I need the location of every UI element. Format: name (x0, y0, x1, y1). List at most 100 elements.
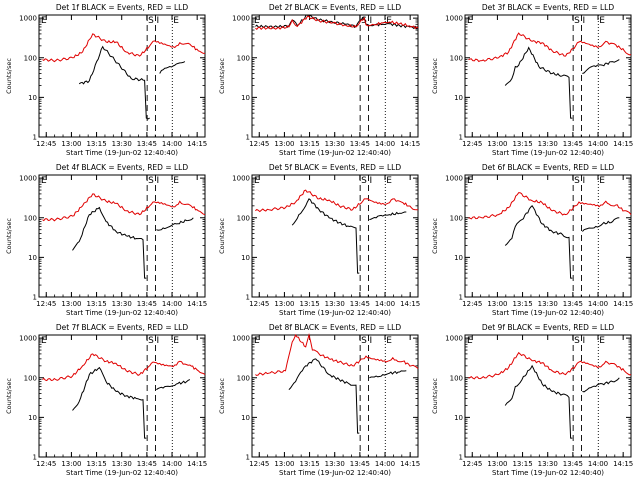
x-tick-label: 13:45 (350, 300, 370, 308)
y-tick-label: 1000 (19, 15, 37, 23)
x-tick-label: 13:15 (86, 300, 106, 308)
x-tick-label: 13:00 (61, 300, 81, 308)
x-tick-label: 14:15 (187, 460, 207, 468)
x-tick-label: 13:30 (325, 300, 345, 308)
marker-label-s: S (148, 336, 154, 346)
plot-frame (464, 334, 632, 458)
panel-2: Det 2f BLACK = Events, RED = LLD 1 10 100 10… (218, 3, 420, 157)
y-tick-label: 10 (454, 94, 463, 102)
x-tick-label: 13:45 (350, 460, 370, 468)
x-tick-label: 13:30 (538, 140, 558, 148)
series-lld-line (42, 33, 206, 63)
x-tick-label: 12:45 (36, 140, 56, 148)
y-axis-label: Counts/sec (431, 58, 439, 94)
y-tick-label: 1 (33, 454, 37, 462)
x-tick-label: 13:30 (538, 460, 558, 468)
marker-label-s: S (574, 16, 580, 26)
x-tick-label: 13:15 (512, 140, 532, 148)
marker-label-e: E (467, 16, 473, 26)
x-tick-label: 13:45 (563, 140, 583, 148)
x-tick-label: 13:00 (487, 460, 507, 468)
marker-label-s: S (361, 176, 367, 186)
x-tick-label: 14:15 (400, 460, 420, 468)
y-tick-label: 1000 (445, 175, 463, 183)
marker-label-i: I (583, 176, 586, 186)
x-tick-label: 12:45 (249, 300, 269, 308)
y-tick-label: 100 (237, 214, 250, 222)
x-axis-label: Start Time (19-Jun-02 12:40:40) (492, 469, 604, 477)
x-tick-label: 13:30 (538, 300, 558, 308)
series-events-line (504, 46, 620, 119)
y-tick-label: 100 (24, 374, 37, 382)
x-tick-label: 14:00 (375, 140, 395, 148)
series-events-line (78, 45, 186, 120)
x-tick-label: 13:45 (137, 460, 157, 468)
series-lld-line (468, 351, 632, 380)
marker-label-s: S (574, 336, 580, 346)
marker-label-e: E (254, 176, 260, 186)
series-events-line (72, 206, 194, 279)
plot-frame (38, 334, 206, 458)
y-tick-label: 1000 (232, 15, 250, 23)
x-tick-label: 14:15 (613, 300, 633, 308)
marker-label-e: E (386, 336, 392, 346)
x-tick-label: 12:45 (462, 300, 482, 308)
series-events-line (504, 364, 620, 439)
y-tick-label: 10 (28, 254, 37, 262)
x-axis-label: Start Time (19-Jun-02 12:40:40) (66, 309, 178, 317)
y-tick-label: 1 (246, 294, 250, 302)
panel-title: Det 5f BLACK = Events, RED = LLD (269, 163, 402, 172)
series-events-line (72, 366, 191, 439)
x-tick-label: 12:45 (462, 140, 482, 148)
panel-5: Det 5f BLACK = Events, RED = LLD 1 10 100 10… (218, 163, 420, 317)
y-tick-label: 1 (33, 294, 37, 302)
series-events-line (291, 198, 407, 274)
marker-label-i: I (157, 176, 160, 186)
y-axis-label: Counts/sec (218, 58, 226, 94)
x-tick-label: 14:15 (187, 300, 207, 308)
panel-7: Det 7f BLACK = Events, RED = LLD 1 10 100 10… (5, 323, 207, 477)
panel-title: Det 1f BLACK = Events, RED = LLD (56, 3, 189, 12)
series-lld-line (42, 193, 206, 222)
x-tick-label: 13:00 (61, 460, 81, 468)
x-tick-label: 13:30 (325, 460, 345, 468)
marker-label-e: E (254, 336, 260, 346)
x-axis-label: Start Time (19-Jun-02 12:40:40) (279, 309, 391, 317)
marker-label-e: E (386, 16, 392, 26)
marker-label-e: E (41, 336, 47, 346)
panel-title: Det 9f BLACK = Events, RED = LLD (482, 323, 615, 332)
marker-label-i: I (583, 16, 586, 26)
x-tick-label: 14:15 (613, 460, 633, 468)
marker-label-i: I (370, 176, 373, 186)
y-tick-label: 1 (33, 134, 37, 142)
y-tick-label: 1000 (445, 335, 463, 343)
x-axis-label: Start Time (19-Jun-02 12:40:40) (66, 149, 178, 157)
y-tick-label: 10 (454, 414, 463, 422)
panel-9: Det 9f BLACK = Events, RED = LLD 1 10 100 10… (431, 323, 633, 477)
y-tick-label: 1000 (19, 175, 37, 183)
y-tick-label: 1 (459, 454, 463, 462)
y-tick-label: 100 (237, 54, 250, 62)
y-tick-label: 100 (450, 54, 463, 62)
panel-title: Det 3f BLACK = Events, RED = LLD (482, 3, 615, 12)
plot-frame (464, 14, 632, 138)
y-axis-label: Counts/sec (5, 58, 13, 94)
panel-title: Det 8f BLACK = Events, RED = LLD (269, 323, 402, 332)
y-tick-label: 1000 (232, 175, 250, 183)
x-tick-label: 14:00 (162, 140, 182, 148)
marker-label-s: S (361, 16, 367, 26)
y-tick-label: 100 (237, 374, 250, 382)
marker-label-e: E (467, 336, 473, 346)
series-lld-line (42, 353, 206, 382)
y-tick-label: 100 (24, 214, 37, 222)
x-tick-label: 14:00 (588, 300, 608, 308)
y-tick-label: 1 (246, 134, 250, 142)
y-axis-label: Counts/sec (218, 218, 226, 254)
plot-frame (251, 14, 419, 138)
marker-label-s: S (148, 16, 154, 26)
x-tick-label: 13:00 (274, 460, 294, 468)
series-events-line (255, 14, 419, 30)
marker-label-e: E (41, 176, 47, 186)
marker-label-e: E (173, 336, 179, 346)
